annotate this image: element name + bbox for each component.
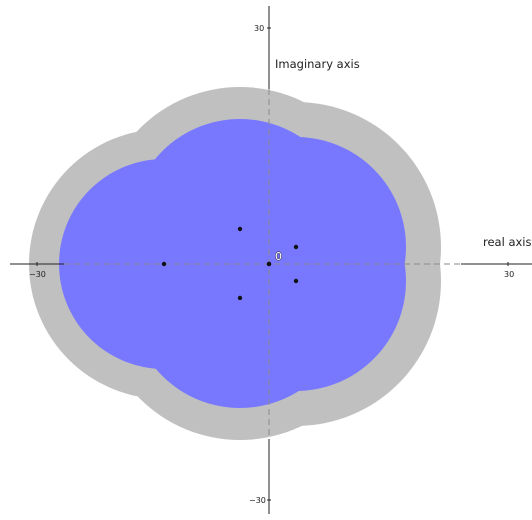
origin-point bbox=[266, 261, 272, 267]
points bbox=[161, 226, 299, 301]
x-tick-label-30: 30 bbox=[504, 270, 514, 279]
x-tick-label-neg30: −30 bbox=[29, 270, 46, 279]
point bbox=[161, 261, 167, 267]
origin-label: 0 bbox=[275, 250, 282, 263]
imaginary-axis-title: Imaginary axis bbox=[275, 57, 360, 71]
point bbox=[237, 295, 243, 301]
point bbox=[293, 278, 299, 284]
real-axis-title: real axis bbox=[483, 235, 532, 249]
point bbox=[237, 226, 243, 232]
y-tick-label-neg30: −30 bbox=[249, 496, 266, 505]
axes: −30 30 30 −30 Imaginary axis real axis bbox=[10, 6, 532, 514]
point bbox=[293, 244, 299, 250]
y-tick-label-30: 30 bbox=[254, 24, 264, 33]
